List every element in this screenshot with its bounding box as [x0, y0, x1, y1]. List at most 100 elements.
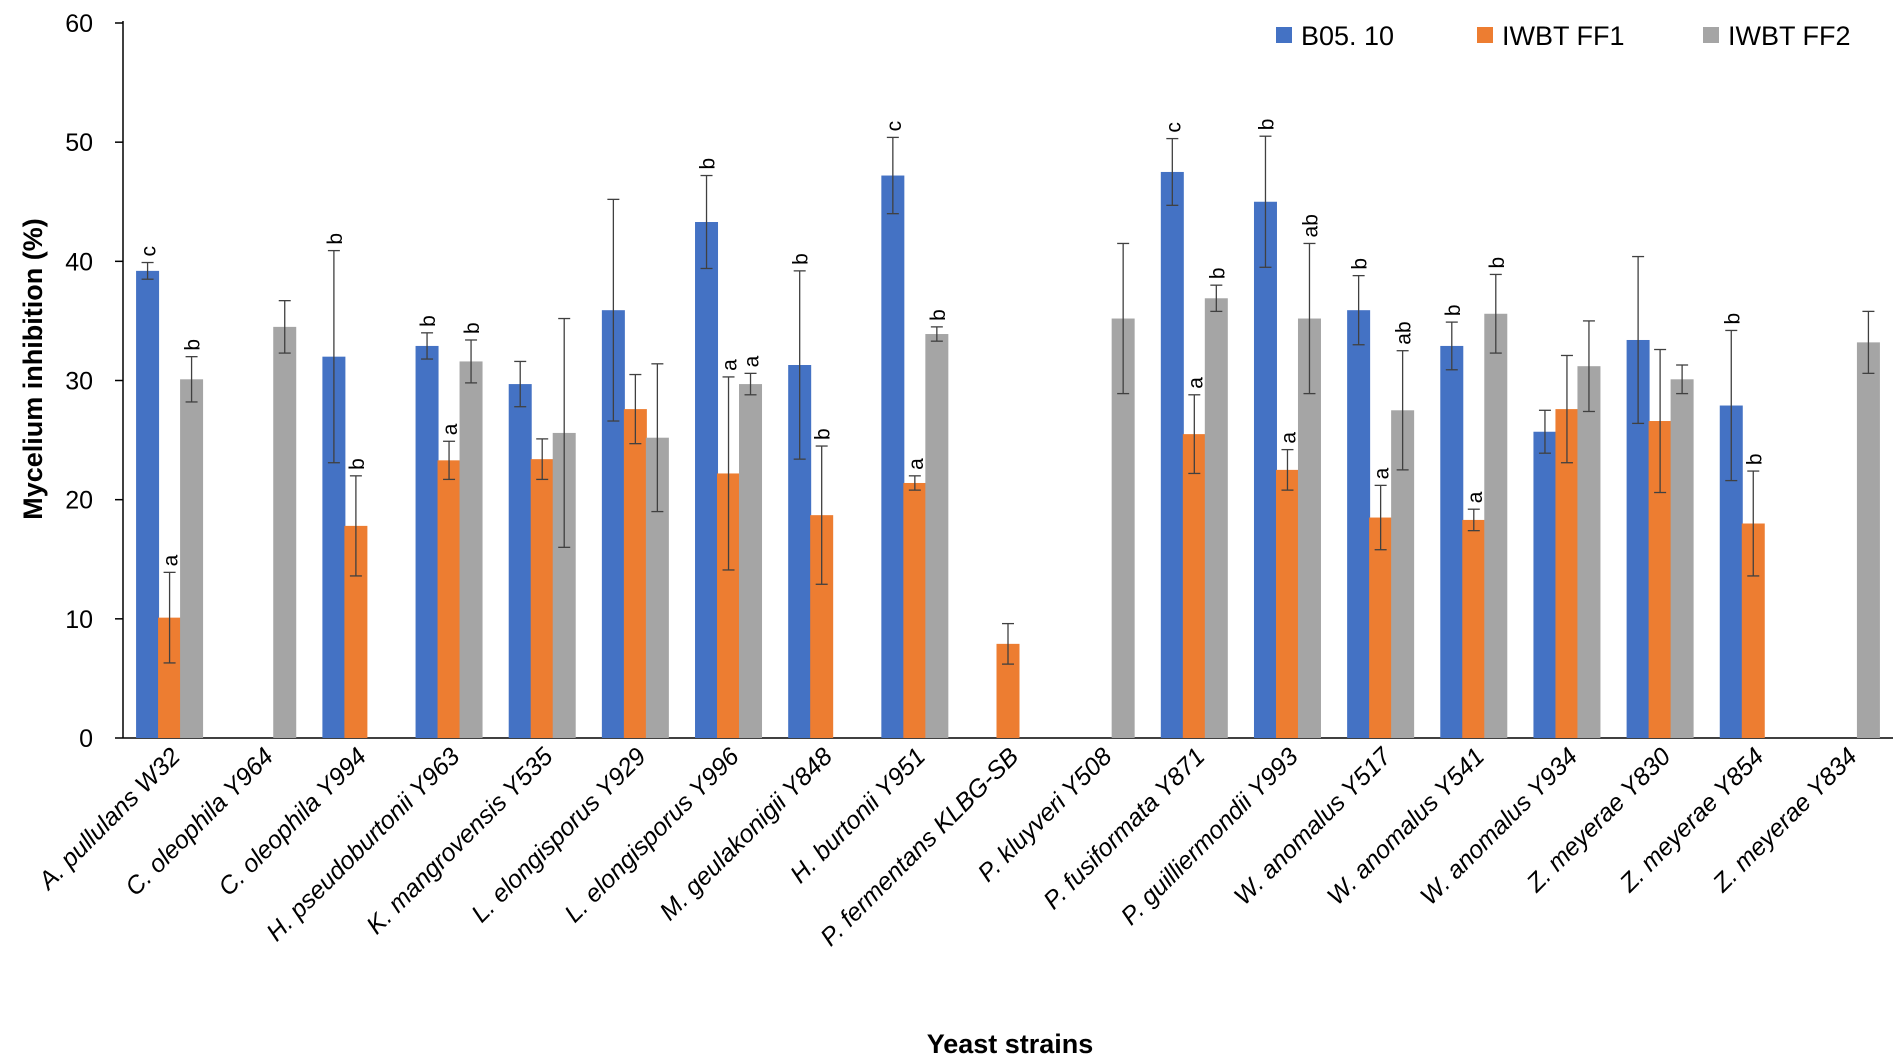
- bar: [508, 384, 532, 738]
- bar: [1577, 366, 1601, 738]
- significance-letter: c: [1162, 122, 1185, 133]
- legend-label: IWBT FF1: [1502, 21, 1625, 51]
- bar: [1347, 310, 1371, 738]
- bar: [180, 379, 204, 738]
- bar: [1626, 339, 1650, 738]
- bar: [1741, 523, 1765, 738]
- significance-letter: a: [1371, 467, 1394, 479]
- legend-swatch: [1477, 27, 1493, 43]
- significance-letter: ab: [1393, 321, 1416, 344]
- y-tick-labels: 0 10 20 30 40 50 60: [65, 10, 93, 753]
- significance-letter: a: [741, 355, 764, 367]
- bar: [1391, 410, 1415, 738]
- category-label: H. pseudoburtonii Y963: [261, 742, 465, 946]
- bar: [437, 460, 461, 738]
- bar: [459, 361, 483, 738]
- bar: [273, 326, 297, 738]
- bar: [1182, 434, 1206, 738]
- significance-letter: b: [1486, 257, 1509, 269]
- bar: [1297, 318, 1321, 738]
- significance-letter: c: [883, 121, 906, 132]
- significance-letter: b: [461, 322, 484, 334]
- significance-letter: b: [417, 315, 440, 327]
- significance-letter: b: [182, 339, 205, 351]
- bar: [1275, 469, 1299, 738]
- bar: [788, 365, 812, 738]
- bar: [552, 432, 576, 738]
- bar: [881, 175, 905, 739]
- significance-letter: b: [1743, 453, 1766, 465]
- legend: B05. 10 IWBT FF1 IWBT FF2: [1276, 21, 1851, 51]
- bar: [1204, 298, 1228, 738]
- significance-letter: c: [138, 246, 161, 257]
- bar: [415, 345, 439, 738]
- bar: [1462, 519, 1486, 738]
- significance-letter: b: [1349, 258, 1372, 270]
- significance-letter: b: [1721, 313, 1744, 325]
- significance-letter: b: [697, 158, 720, 170]
- bar: [903, 482, 927, 738]
- category-label: W. anomalus Y541: [1322, 742, 1490, 910]
- bar: [925, 334, 949, 738]
- significance-letter: ab: [1299, 214, 1322, 237]
- y-tick-label: 20: [65, 487, 93, 515]
- bars-group: [136, 171, 1880, 739]
- significance-letter: a: [1277, 432, 1300, 444]
- bar: [1160, 171, 1184, 739]
- y-axis-title: Mycelium inhibition (%): [18, 218, 48, 520]
- y-tick-label: 10: [65, 606, 93, 634]
- error-bars-group: [141, 135, 1875, 665]
- bar: [1670, 379, 1694, 738]
- legend-swatch: [1276, 27, 1292, 43]
- bar: [158, 617, 182, 738]
- bar: [136, 270, 160, 738]
- bar: [322, 356, 346, 738]
- category-label: W. anomalus Y517: [1229, 742, 1398, 911]
- significance-letter: a: [1184, 377, 1207, 389]
- category-label: L. elongisporus Y929: [466, 742, 652, 928]
- bar: [1555, 409, 1579, 738]
- significance-letter: a: [905, 458, 928, 470]
- bar: [1533, 431, 1557, 738]
- x-axis-title: Yeast strains: [927, 1029, 1094, 1059]
- bar: [1484, 313, 1508, 738]
- category-label: P. guilliermondii Y993: [1116, 742, 1304, 930]
- bar: [344, 525, 368, 738]
- significance-letter: b: [324, 233, 347, 245]
- y-tick-label: 60: [65, 10, 93, 38]
- legend-swatch: [1703, 27, 1719, 43]
- bar: [810, 515, 834, 738]
- significance-letter: b: [927, 309, 950, 321]
- legend-label: IWBT FF2: [1728, 21, 1851, 51]
- significance-letter: a: [160, 554, 183, 566]
- category-label: P. fusiformata Y871: [1038, 742, 1210, 914]
- significance-letter: b: [1255, 119, 1278, 131]
- bar: [1856, 342, 1880, 738]
- bar: [1719, 405, 1743, 738]
- significance-letter: a: [1464, 491, 1487, 503]
- significance-letter: a: [439, 423, 462, 435]
- y-tick-label: 30: [65, 368, 93, 396]
- category-label: K. mangrovensis Y535: [361, 742, 558, 939]
- bar: [601, 310, 625, 738]
- bar: [1440, 345, 1464, 738]
- significance-letter: a: [719, 359, 742, 371]
- bar: [1253, 201, 1277, 738]
- y-tick-label: 0: [79, 725, 93, 753]
- bar: [1648, 421, 1672, 738]
- axes-group: [115, 21, 1893, 739]
- bar: [695, 222, 719, 739]
- bar: [530, 459, 554, 738]
- bar: [623, 409, 647, 738]
- category-label: L. elongisporus Y996: [559, 742, 745, 928]
- bar: [717, 473, 741, 738]
- y-tick-label: 40: [65, 248, 93, 276]
- y-tick-label: 50: [65, 129, 93, 157]
- significance-letter: b: [1206, 267, 1229, 279]
- significance-letter: b: [346, 458, 369, 470]
- bar: [996, 643, 1020, 738]
- significance-letter: b: [812, 428, 835, 440]
- category-label: M. geulakonigii Y848: [654, 742, 838, 926]
